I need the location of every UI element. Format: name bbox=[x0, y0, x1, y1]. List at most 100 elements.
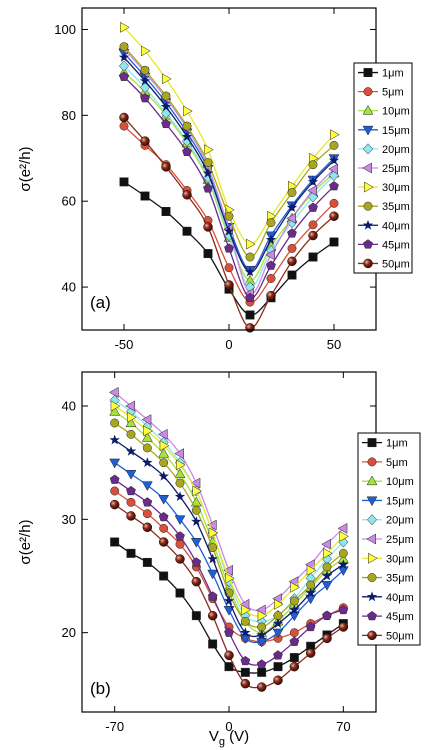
data-point bbox=[190, 477, 201, 489]
legend-marker bbox=[366, 533, 376, 545]
data-point bbox=[256, 682, 267, 692]
data-point bbox=[110, 486, 120, 496]
data-point bbox=[142, 557, 152, 567]
legend-marker bbox=[366, 475, 378, 486]
series-45um bbox=[119, 71, 339, 302]
data-point bbox=[141, 45, 151, 57]
legend-marker bbox=[362, 162, 372, 174]
y-tick-label: 40 bbox=[62, 280, 76, 295]
data-point bbox=[109, 499, 120, 510]
data-point bbox=[174, 448, 184, 460]
legend-entry-30um: 30μm bbox=[358, 181, 410, 194]
data-point bbox=[256, 629, 267, 640]
legend-entry-5um: 5μm bbox=[358, 87, 404, 99]
data-point bbox=[181, 131, 193, 142]
data-point bbox=[109, 458, 121, 469]
legend-marker bbox=[367, 610, 377, 621]
data-point bbox=[142, 443, 152, 453]
data-point bbox=[191, 576, 202, 587]
data-point bbox=[182, 226, 192, 236]
data-point bbox=[224, 263, 234, 273]
data-point bbox=[110, 537, 120, 547]
data-point bbox=[245, 310, 255, 320]
panel-label-a: (a) bbox=[90, 293, 111, 312]
legend-entry-25um: 25μm bbox=[362, 533, 414, 546]
data-point bbox=[162, 73, 172, 85]
data-point bbox=[289, 653, 299, 663]
data-point bbox=[202, 167, 214, 178]
legend-entry-5um: 5μm bbox=[362, 457, 408, 469]
data-point bbox=[161, 118, 171, 129]
legend-entry-50um: 50μm bbox=[362, 630, 414, 642]
data-point bbox=[141, 432, 153, 442]
data-point bbox=[207, 553, 218, 564]
legend-label: 25μm bbox=[386, 534, 414, 546]
data-point bbox=[208, 527, 219, 539]
data-point bbox=[257, 667, 267, 677]
data-point bbox=[140, 136, 150, 146]
legend-entry-30um: 30μm bbox=[362, 552, 414, 565]
data-point bbox=[329, 211, 339, 221]
data-point bbox=[158, 470, 169, 481]
data-point bbox=[140, 191, 150, 201]
data-point bbox=[109, 434, 120, 445]
legend-label: 45μm bbox=[386, 611, 414, 623]
legend-label: 50μm bbox=[382, 258, 410, 270]
legend-entry-40um: 40μm bbox=[362, 591, 414, 604]
data-point bbox=[159, 440, 170, 452]
data-point bbox=[289, 596, 299, 606]
legend-label: 5μm bbox=[386, 457, 408, 469]
data-point bbox=[203, 158, 213, 168]
x-axis-label-subscript: g bbox=[219, 736, 225, 748]
data-point bbox=[125, 417, 137, 427]
data-point bbox=[241, 604, 252, 616]
data-point bbox=[126, 511, 136, 521]
data-point bbox=[240, 667, 250, 677]
data-point bbox=[191, 557, 202, 567]
data-point bbox=[139, 75, 151, 86]
data-point bbox=[321, 538, 331, 550]
data-point bbox=[287, 188, 297, 198]
legend-entry-45um: 45μm bbox=[358, 239, 410, 251]
data-point bbox=[142, 497, 153, 507]
data-point bbox=[207, 591, 218, 601]
data-point bbox=[245, 323, 255, 333]
legend-label: 1μm bbox=[386, 438, 408, 450]
series-line bbox=[123, 117, 335, 329]
data-point bbox=[158, 537, 169, 547]
data-point bbox=[203, 183, 213, 193]
legend-marker bbox=[362, 125, 374, 136]
data-point bbox=[207, 569, 219, 580]
legend-label: 50μm bbox=[386, 630, 414, 642]
data-point bbox=[338, 548, 348, 558]
data-point bbox=[125, 470, 137, 480]
y-tick-label: 60 bbox=[62, 194, 76, 209]
legend-entry-10um: 10μm bbox=[362, 475, 414, 488]
data-point bbox=[329, 181, 339, 191]
data-point bbox=[224, 280, 234, 290]
data-point bbox=[289, 628, 299, 638]
data-point bbox=[308, 230, 318, 241]
legend-marker bbox=[362, 105, 374, 115]
data-point bbox=[126, 497, 136, 507]
data-point bbox=[141, 414, 152, 426]
legend-entry-25um: 25μm bbox=[358, 162, 410, 175]
data-point bbox=[240, 616, 250, 626]
x-tick-label: 50 bbox=[327, 337, 341, 352]
legend-label: 10μm bbox=[382, 106, 410, 118]
series-30um bbox=[110, 400, 350, 622]
data-point bbox=[161, 91, 171, 101]
data-point bbox=[266, 274, 276, 283]
data-point bbox=[191, 505, 201, 515]
panel-label-b: (b) bbox=[90, 679, 111, 698]
y-tick-label: 100 bbox=[54, 22, 76, 37]
data-point bbox=[143, 425, 154, 437]
legend-label: 35μm bbox=[386, 573, 414, 585]
axis-ticks-b: -70 0 70 20 30 40 bbox=[62, 372, 376, 734]
data-point bbox=[204, 144, 214, 156]
data-point bbox=[290, 581, 301, 593]
series-40um bbox=[109, 434, 349, 640]
data-point bbox=[158, 494, 170, 505]
data-point bbox=[141, 481, 153, 492]
